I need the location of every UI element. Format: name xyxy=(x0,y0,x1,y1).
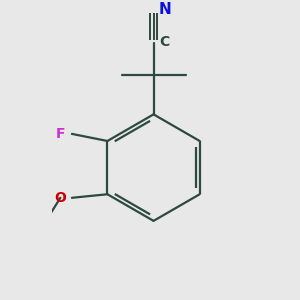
Text: O: O xyxy=(54,191,66,205)
Text: N: N xyxy=(159,2,172,17)
Text: C: C xyxy=(159,34,169,49)
Text: F: F xyxy=(55,127,65,141)
